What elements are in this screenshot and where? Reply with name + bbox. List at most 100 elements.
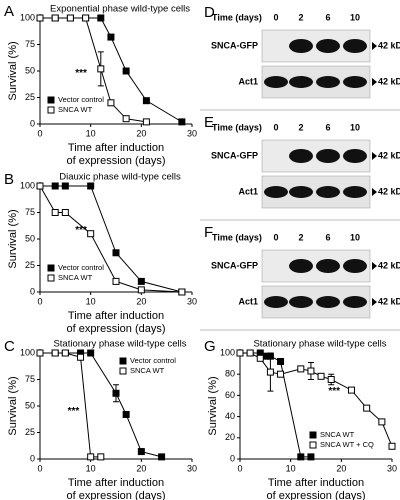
x-tick-label: 20: [136, 296, 146, 306]
x-tick-label: 20: [136, 463, 146, 473]
row-label: Act1: [238, 186, 258, 196]
annotation: ***: [68, 406, 80, 417]
marker: [266, 368, 274, 376]
marker: [122, 115, 130, 123]
marker-arrow: [372, 262, 377, 270]
time-label: Time (days): [212, 122, 262, 132]
row-label: SNCA-GFP: [211, 260, 258, 270]
marker: [51, 14, 59, 22]
marker: [87, 453, 95, 461]
legend-label: SNCA WT + CQ: [320, 440, 374, 449]
marker: [87, 230, 95, 238]
size-marker: 42 kDa: [378, 186, 400, 196]
band: [264, 186, 288, 198]
marker: [158, 453, 166, 461]
marker-arrow: [372, 188, 377, 196]
marker: [178, 118, 186, 126]
marker: [82, 14, 90, 22]
chart-title: Exponential phase wild-type cells: [50, 4, 190, 15]
lane-label: 0: [273, 232, 278, 242]
lane-label: 10: [350, 12, 360, 22]
legend-marker: [47, 96, 55, 104]
marker-arrow: [372, 298, 377, 306]
band: [343, 39, 367, 53]
y-tick-label: 0: [230, 453, 235, 463]
chart-title: Stationary phase wild-type cells: [53, 339, 186, 350]
band: [316, 296, 340, 308]
y-tick-label: 25: [25, 427, 35, 437]
marker: [51, 349, 59, 357]
panel-letter: A: [4, 3, 14, 20]
marker: [327, 376, 335, 383]
row-label: Act1: [238, 76, 258, 86]
annotation: ***: [75, 225, 87, 236]
marker: [137, 286, 145, 294]
marker: [277, 370, 285, 378]
x-axis-label: of expression (days): [266, 490, 365, 500]
lane-label: 0: [273, 12, 278, 22]
legend-marker: [47, 264, 55, 272]
marker: [246, 349, 254, 357]
marker: [87, 349, 95, 357]
marker: [297, 453, 305, 461]
legend-label: SNCA WT: [58, 273, 93, 282]
legend-marker: [47, 274, 55, 282]
marker: [388, 442, 396, 450]
x-tick-label: 30: [187, 128, 197, 138]
size-marker: 42 kDa: [378, 76, 400, 86]
y-tick-label: 100: [220, 347, 235, 357]
marker: [378, 418, 386, 426]
marker: [61, 349, 69, 357]
marker: [236, 349, 244, 357]
y-axis-label: Survival (%): [207, 376, 219, 435]
y-tick-label: 0: [30, 118, 35, 128]
panel-letter: G: [204, 338, 216, 355]
band: [343, 186, 367, 198]
band: [343, 296, 367, 308]
legend-marker: [309, 431, 317, 439]
panel-letter: D: [204, 4, 215, 21]
legend-label: Vector control: [58, 263, 104, 272]
band: [316, 76, 340, 88]
y-tick-label: 25: [25, 260, 35, 270]
legend-label: Vector control: [58, 95, 104, 104]
marker: [142, 118, 150, 126]
size-marker: 42 kDa: [378, 40, 400, 50]
panel-letter: C: [4, 338, 15, 355]
y-tick-label: 25: [25, 92, 35, 102]
lane-label: 2: [298, 12, 303, 22]
y-tick-label: 75: [25, 39, 35, 49]
x-tick-label: 10: [86, 128, 96, 138]
band: [343, 76, 367, 88]
time-label: Time (days): [212, 12, 262, 22]
row-label: SNCA-GFP: [211, 150, 258, 160]
panel-letter: F: [204, 224, 213, 241]
size-marker: 42 kDa: [378, 296, 400, 306]
band: [264, 296, 288, 308]
x-tick-label: 30: [387, 463, 397, 473]
band: [343, 259, 367, 273]
legend-marker: [47, 106, 55, 114]
time-label: Time (days): [212, 232, 262, 242]
y-tick-label: 50: [25, 233, 35, 243]
x-axis-label: Time after induction: [68, 477, 164, 489]
marker-arrow: [372, 152, 377, 160]
marker: [77, 353, 85, 361]
y-tick-label: 75: [25, 374, 35, 384]
x-axis-label: of expression (days): [66, 323, 165, 335]
lane-label: 10: [350, 232, 360, 242]
marker: [51, 209, 59, 216]
panel-letter: B: [4, 171, 14, 188]
marker: [307, 453, 315, 461]
x-axis-label: Time after induction: [68, 310, 164, 322]
marker: [122, 410, 130, 418]
marker: [307, 367, 315, 375]
marker: [107, 99, 115, 107]
marker: [347, 386, 355, 394]
x-tick-label: 30: [187, 463, 197, 473]
marker: [61, 182, 69, 190]
marker: [137, 448, 145, 456]
marker: [137, 277, 145, 285]
band: [316, 259, 340, 273]
marker: [36, 14, 44, 22]
